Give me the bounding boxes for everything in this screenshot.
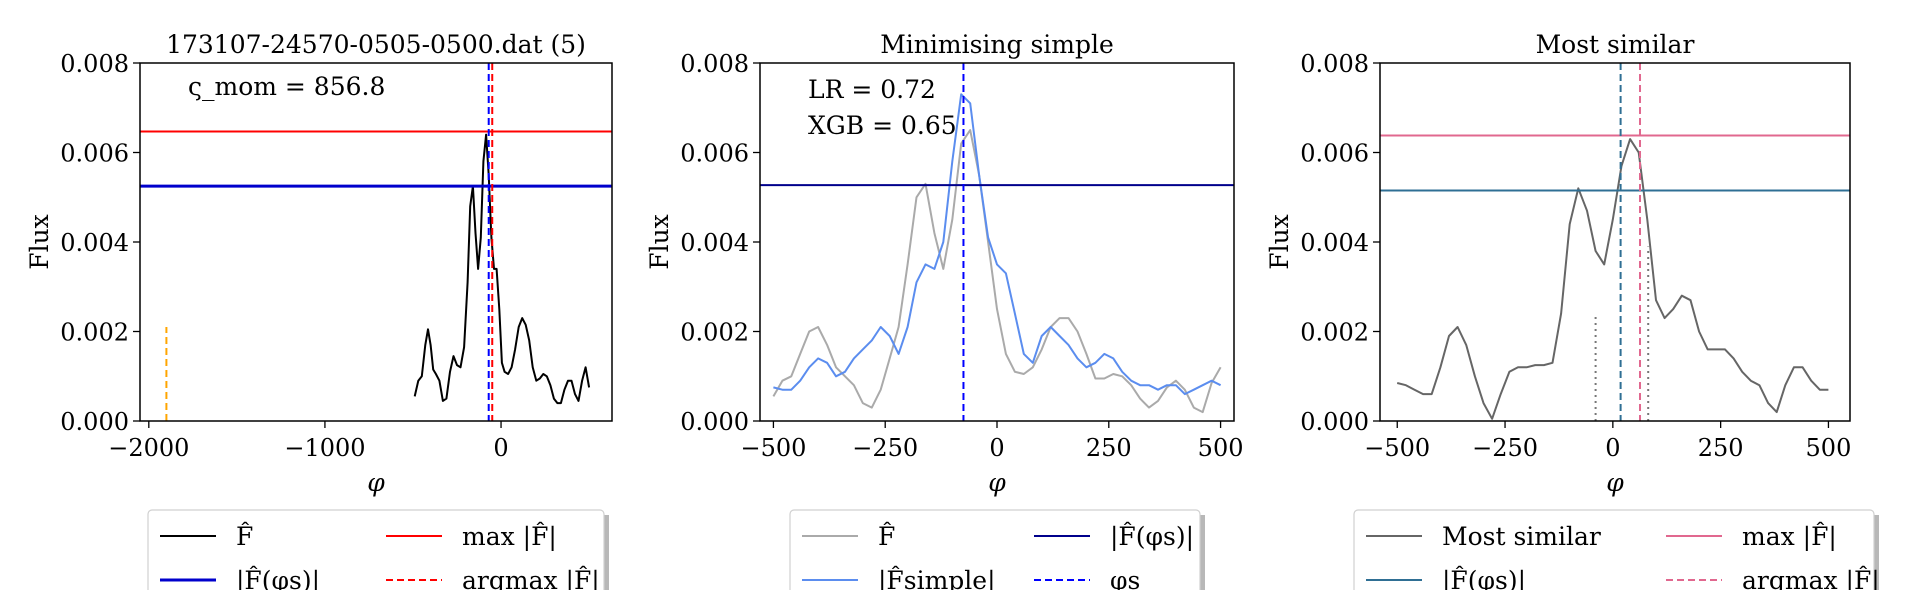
- legend-label: Most similar: [1442, 522, 1601, 551]
- y-tick-label: 0.002: [60, 319, 129, 347]
- y-tick-label: 0.004: [60, 229, 129, 257]
- series-F: [772, 129, 1222, 414]
- x-axis-label: φ: [1606, 468, 1624, 497]
- legend-box: [147, 509, 605, 590]
- plot-area: [1380, 63, 1850, 421]
- legend: Most similar max |F̂| |F̂(φs)| argmax |F̂|: [1353, 509, 1880, 590]
- y-tick-label: 0.004: [1300, 229, 1369, 257]
- y-tick-label: 0.000: [1300, 408, 1369, 436]
- x-tick-label: 0: [989, 434, 1004, 462]
- legend-label: argmax |F̂|: [1742, 566, 1880, 590]
- x-tick-label: 0: [493, 434, 508, 462]
- axes-frame: [1379, 62, 1851, 422]
- y-axis-label: Flux: [1265, 214, 1294, 270]
- y-tick-label: 0.006: [1300, 140, 1369, 168]
- x-axis-label: φ: [367, 468, 385, 497]
- legend-label: |F̂simple|: [878, 566, 996, 590]
- y-tick-label: 0.004: [680, 229, 749, 257]
- x-tick-label: 0: [1605, 434, 1620, 462]
- plot-area: [140, 63, 612, 421]
- plot-area: [760, 63, 1234, 421]
- chart-panel-1: 0.000 0.002 0.004 0.006 0.008 −2000 −1000 0 1731…: [25, 30, 613, 590]
- y-tick-label: 0.000: [680, 408, 749, 436]
- chart-panel-2: 0.000 0.002 0.004 0.006 0.008 −500 −250 0 250 500…: [645, 30, 1243, 590]
- chart-title: Minimising simple: [880, 30, 1114, 59]
- x-tick-label: −1000: [284, 434, 365, 462]
- annotation-0: LR = 0.72: [808, 75, 936, 104]
- y-tick-label: 0.006: [680, 140, 749, 168]
- legend-label: |F̂(φs)|: [1110, 522, 1194, 552]
- x-tick-label: −2000: [108, 434, 189, 462]
- legend: F̂ max |F̂| |F̂(φs)| argmax |F̂|: [147, 509, 609, 590]
- y-axis-label: Flux: [645, 214, 674, 270]
- series-most_similar: [1396, 138, 1829, 420]
- y-tick-label: 0.008: [1300, 50, 1369, 78]
- x-tick-label: −500: [740, 434, 806, 462]
- y-axis-label: Flux: [25, 214, 54, 270]
- legend-label: argmax |F̂|: [462, 566, 600, 590]
- legend-label: |F̂(φs)|: [1442, 566, 1526, 590]
- y-tick-label: 0.002: [1300, 319, 1369, 347]
- legend-label: φs: [1110, 566, 1140, 590]
- legend-label: F̂: [236, 522, 253, 551]
- y-tick-label: 0.000: [60, 408, 129, 436]
- x-axis-label: φ: [988, 468, 1006, 497]
- x-tick-label: 500: [1198, 434, 1244, 462]
- legend: F̂ |F̂(φs)| |F̂simple| φs: [789, 509, 1205, 590]
- chart-title: 173107-24570-0505-0500.dat (5): [166, 30, 586, 59]
- legend-label: max |F̂|: [1742, 522, 1837, 552]
- y-tick-label: 0.008: [60, 50, 129, 78]
- chart-panel-3: 0.000 0.002 0.004 0.006 0.008 −500 −250 0 250 500…: [1265, 30, 1880, 590]
- axes-frame: [139, 62, 613, 422]
- x-tick-label: 250: [1086, 434, 1132, 462]
- legend-box: [1353, 509, 1875, 590]
- legend-label: F̂: [878, 522, 895, 551]
- x-tick-label: 500: [1806, 434, 1852, 462]
- series-F: [413, 133, 591, 405]
- legend-box: [789, 509, 1201, 590]
- annotation: ς_mom = 856.8: [188, 72, 385, 101]
- legend-label: max |F̂|: [462, 522, 557, 552]
- x-tick-label: −250: [1472, 434, 1538, 462]
- y-tick-label: 0.006: [60, 140, 129, 168]
- chart-title: Most similar: [1536, 30, 1695, 59]
- annotation-1: XGB = 0.65: [808, 111, 957, 140]
- x-tick-label: 250: [1698, 434, 1744, 462]
- legend-label: |F̂(φs)|: [236, 566, 320, 590]
- y-tick-label: 0.002: [680, 319, 749, 347]
- y-tick-label: 0.008: [680, 50, 749, 78]
- x-tick-label: −500: [1364, 434, 1430, 462]
- x-tick-label: −250: [852, 434, 918, 462]
- series-F_simple: [773, 93, 1222, 396]
